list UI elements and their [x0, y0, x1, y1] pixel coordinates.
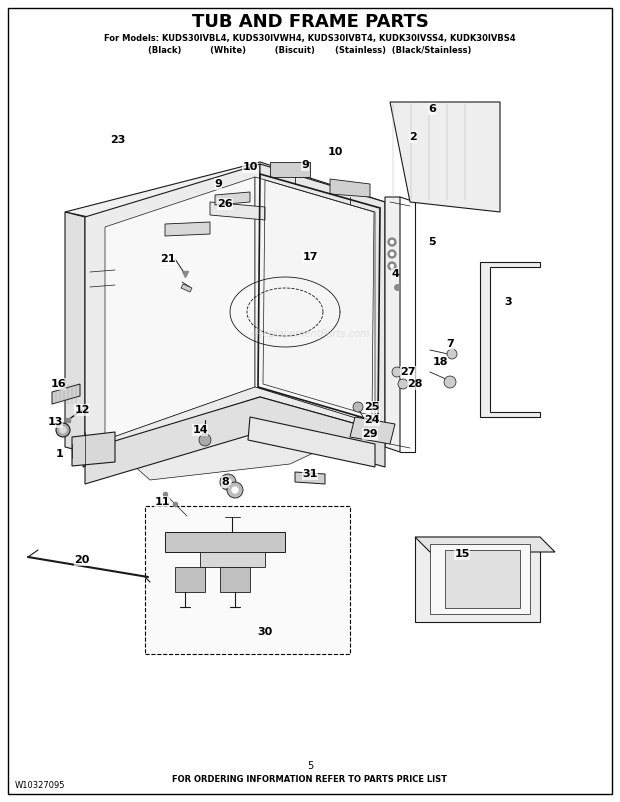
Text: 5: 5 — [307, 761, 313, 771]
Polygon shape — [165, 532, 285, 552]
Text: 21: 21 — [160, 254, 175, 264]
Text: 13: 13 — [47, 417, 63, 427]
Text: 26: 26 — [217, 199, 233, 209]
Circle shape — [388, 250, 396, 258]
Text: 8: 8 — [221, 477, 229, 487]
Text: 17: 17 — [303, 252, 317, 262]
Polygon shape — [65, 162, 385, 247]
Text: W10327095: W10327095 — [15, 781, 66, 791]
Circle shape — [232, 487, 238, 493]
Polygon shape — [85, 397, 385, 484]
Text: 4: 4 — [391, 269, 399, 279]
Text: 11: 11 — [154, 497, 170, 507]
Text: eReplacementParts.com: eReplacementParts.com — [250, 329, 370, 339]
Polygon shape — [52, 384, 80, 404]
Text: 12: 12 — [74, 405, 90, 415]
Polygon shape — [385, 197, 400, 452]
Text: (Black)          (White)          (Biscuit)       (Stainless)  (Black/Stainless): (Black) (White) (Biscuit) (Stainless) (B… — [148, 46, 472, 55]
Circle shape — [199, 434, 211, 446]
Polygon shape — [175, 567, 205, 592]
Text: 24: 24 — [364, 415, 380, 425]
Circle shape — [220, 474, 236, 490]
Polygon shape — [105, 387, 375, 480]
Circle shape — [391, 253, 394, 256]
Polygon shape — [390, 102, 500, 212]
Text: 15: 15 — [454, 549, 470, 559]
Polygon shape — [215, 192, 250, 205]
Text: 9: 9 — [214, 179, 222, 189]
Text: 6: 6 — [428, 104, 436, 114]
Text: 10: 10 — [327, 147, 343, 157]
Text: 1: 1 — [56, 449, 64, 459]
Polygon shape — [210, 202, 265, 220]
Polygon shape — [248, 417, 375, 467]
Text: 20: 20 — [74, 555, 90, 565]
Polygon shape — [65, 212, 85, 452]
Text: 29: 29 — [362, 429, 378, 439]
Polygon shape — [255, 177, 375, 424]
Polygon shape — [415, 537, 555, 552]
Text: FOR ORDERING INFORMATION REFER TO PARTS PRICE LIST: FOR ORDERING INFORMATION REFER TO PARTS … — [172, 776, 448, 784]
Text: 18: 18 — [432, 357, 448, 367]
Polygon shape — [260, 164, 385, 432]
Circle shape — [353, 402, 363, 412]
Text: 31: 31 — [303, 469, 317, 479]
Polygon shape — [83, 397, 385, 467]
Text: 27: 27 — [401, 367, 416, 377]
Text: 5: 5 — [428, 237, 436, 247]
Polygon shape — [200, 552, 265, 567]
Circle shape — [56, 423, 70, 437]
Polygon shape — [330, 179, 370, 197]
Circle shape — [398, 379, 408, 389]
Polygon shape — [220, 567, 250, 592]
Circle shape — [391, 241, 394, 244]
Text: 25: 25 — [365, 402, 379, 412]
Text: 3: 3 — [504, 297, 512, 307]
Circle shape — [60, 427, 66, 433]
Polygon shape — [72, 432, 115, 466]
Text: 7: 7 — [446, 339, 454, 349]
Polygon shape — [445, 550, 520, 608]
Polygon shape — [105, 177, 255, 440]
Circle shape — [388, 262, 396, 270]
Polygon shape — [480, 262, 540, 417]
Text: 9: 9 — [301, 160, 309, 170]
Polygon shape — [165, 222, 210, 236]
Polygon shape — [350, 417, 395, 444]
Text: For Models: KUDS30IVBL4, KUDS30IVWH4, KUDS30IVBT4, KUDK30IVSS4, KUDK30IVBS4: For Models: KUDS30IVBL4, KUDS30IVWH4, KU… — [104, 34, 516, 43]
Text: TUB AND FRAME PARTS: TUB AND FRAME PARTS — [192, 13, 428, 31]
Circle shape — [392, 367, 402, 377]
Text: 10: 10 — [242, 162, 258, 172]
Circle shape — [444, 376, 456, 388]
Polygon shape — [415, 537, 540, 622]
Bar — [145, 506, 350, 654]
Text: 14: 14 — [192, 425, 208, 435]
Circle shape — [391, 265, 394, 268]
Circle shape — [388, 238, 396, 246]
Circle shape — [227, 482, 243, 498]
Polygon shape — [295, 472, 325, 484]
Text: 30: 30 — [257, 627, 273, 637]
Circle shape — [225, 479, 231, 485]
Text: 2: 2 — [409, 132, 417, 142]
Polygon shape — [270, 162, 310, 177]
Text: 23: 23 — [110, 135, 126, 145]
Polygon shape — [430, 544, 530, 614]
Polygon shape — [181, 284, 192, 292]
Circle shape — [447, 349, 457, 359]
Polygon shape — [85, 164, 260, 452]
Text: 16: 16 — [50, 379, 66, 389]
Text: 28: 28 — [407, 379, 423, 389]
